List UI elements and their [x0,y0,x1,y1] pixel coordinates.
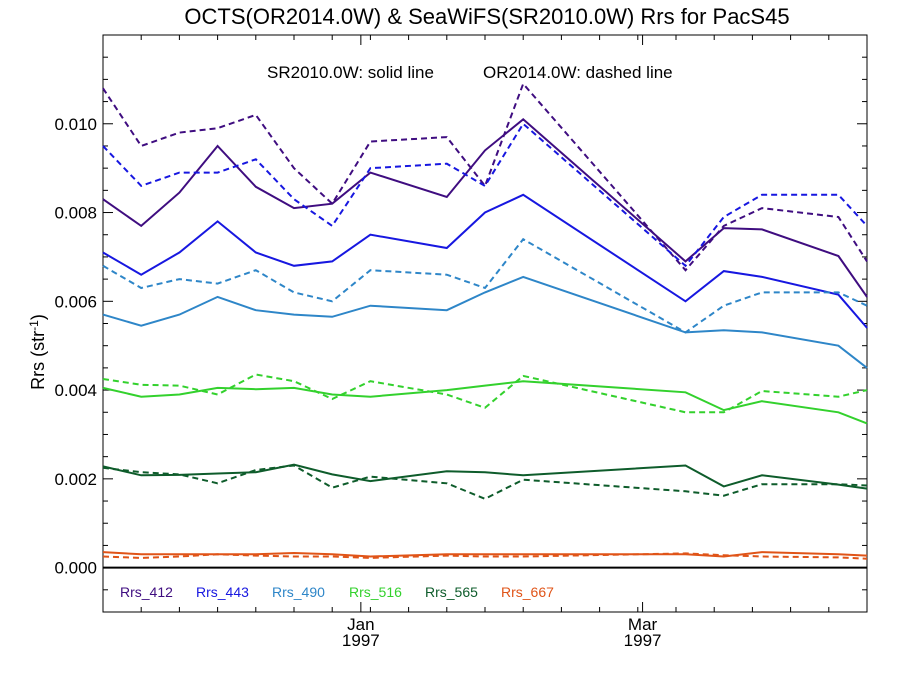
legend-entry-rrs-667: Rrs_667 [501,584,554,600]
legend-entry-rrs-412: Rrs_412 [120,584,173,600]
x-tick-label-month: Jan [347,615,374,634]
series-rrs-565-solid-line [102,463,868,490]
y-tick-label: 0.002 [54,470,97,489]
chart-title: OCTS(OR2014.0W) & SeaWiFS(SR2010.0W) Rrs… [184,4,789,29]
y-tick-label: 0.010 [54,115,97,134]
series-rrs-412-dashed-line [102,81,868,272]
series-rrs-667-dashed-line [102,552,868,560]
y-tick-label: 0.006 [54,292,97,311]
dashed-line-note: OR2014.0W: dashed line [483,63,673,82]
y-axis-label-superscript: -1 [27,320,41,331]
legend-entry-rrs-443: Rrs_443 [196,584,249,600]
series-rrs-490-solid-line [102,275,868,369]
legend-entry-rrs-516: Rrs_516 [349,584,402,600]
y-tick-label: 0.004 [54,381,97,400]
series-rrs-443-solid-line [102,193,868,329]
series-rrs-490-dashed-line [102,237,868,334]
y-axis-label: Rrs (str-1) [27,314,48,390]
series-rrs-667-solid-line [102,551,868,558]
series-rrs-412-solid-line [102,117,868,298]
series-rrs-516-solid-line [102,380,868,425]
y-axis-label-main: Rrs (str [28,331,48,390]
legend-entry-rrs-490: Rrs_490 [272,584,325,600]
plot-frame [102,34,868,613]
y-axis-label-close: ) [28,314,48,320]
y-tick-label: 0.000 [54,559,97,578]
series-rrs-443-dashed-line [102,122,868,268]
y-tick-label: 0.008 [54,204,97,223]
plot-area: 0.0000.0020.0040.0060.0080.010Jan1997Mar… [54,34,868,650]
x-tick-label-year: 1997 [624,631,662,650]
solid-line-note: SR2010.0W: solid line [267,63,434,82]
series-rrs-516-dashed-line [102,373,868,414]
series-rrs-565-dashed-line [102,464,868,500]
legend-entry-rrs-565: Rrs_565 [425,584,478,600]
x-tick-label-month: Mar [628,615,658,634]
x-tick-label-year: 1997 [342,631,380,650]
